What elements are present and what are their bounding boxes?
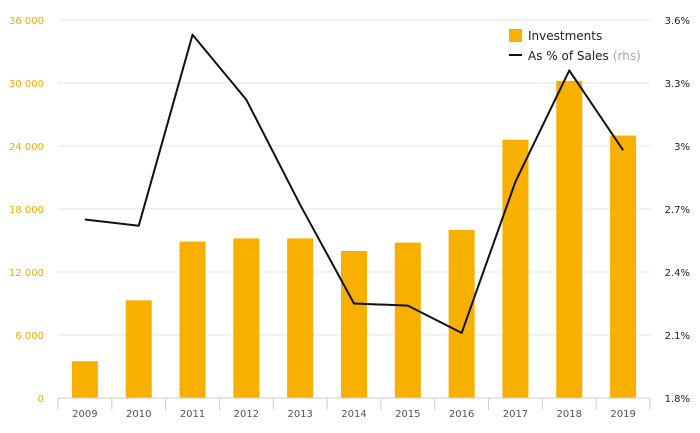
y-right-tick-label: 3%: [674, 142, 690, 153]
y-left-tick-label: 30 000: [9, 79, 44, 90]
bar-investments: [448, 230, 475, 398]
x-tick-label: 2017: [503, 409, 528, 420]
legend-label-sales-percent: As % of Sales (rhs): [528, 49, 641, 63]
x-tick-label: 2010: [126, 409, 151, 420]
x-tick-label: 2019: [610, 409, 635, 420]
investment-bars: [71, 80, 637, 399]
x-tick-label: 2013: [287, 409, 312, 420]
y-right-tick-label: 3.6%: [665, 16, 690, 27]
y-left-tick-label: 6 000: [15, 331, 44, 342]
y-left-tick-label: 18 000: [9, 205, 44, 216]
axes: 0 6 000 12 000 18 000 24 000 30 000 36 000 1.8%…: [9, 16, 690, 420]
x-tick-label: 2016: [449, 409, 474, 420]
y-left-tick-label: 24 000: [9, 142, 44, 153]
bar-investments: [125, 300, 152, 398]
sales-percent-line: [84, 33, 624, 334]
legend-label-sales-percent-note: (rhs): [613, 49, 641, 63]
bar-investments: [502, 139, 529, 398]
bar-investments: [610, 135, 637, 398]
legend: Investments As % of Sales (rhs): [509, 29, 641, 63]
y-left-tick-label: 0: [38, 394, 44, 405]
x-tick-label: 2012: [234, 409, 259, 420]
x-tick-label: 2015: [395, 409, 420, 420]
bar-investments: [179, 241, 206, 398]
legend-label-investments: Investments: [528, 29, 602, 43]
x-tick-label: 2011: [180, 409, 205, 420]
x-tick-label: 2014: [341, 409, 366, 420]
bar-investments: [341, 251, 367, 398]
bar-investments: [71, 361, 98, 398]
x-tick-label: 2018: [557, 409, 582, 420]
y-right-tick-label: 2.1%: [665, 331, 690, 342]
y-right-tick-label: 2.7%: [665, 205, 690, 216]
y-left-tick-label: 36 000: [9, 16, 44, 27]
bar-investments: [287, 238, 314, 398]
gridlines: [58, 19, 650, 336]
legend-label-sales-percent-name: As % of Sales: [528, 49, 609, 63]
legend-swatch-investments: [509, 29, 522, 42]
y-left-tick-label: 12 000: [9, 268, 44, 279]
y-right-tick-label: 1.8%: [665, 394, 690, 405]
bar-investments: [233, 238, 260, 398]
y-right-tick-label: 2.4%: [665, 268, 690, 279]
x-tick-label: 2009: [72, 409, 97, 420]
bar-investments: [394, 242, 421, 398]
y-right-tick-label: 3.3%: [665, 79, 690, 90]
bar-investments: [556, 80, 583, 399]
